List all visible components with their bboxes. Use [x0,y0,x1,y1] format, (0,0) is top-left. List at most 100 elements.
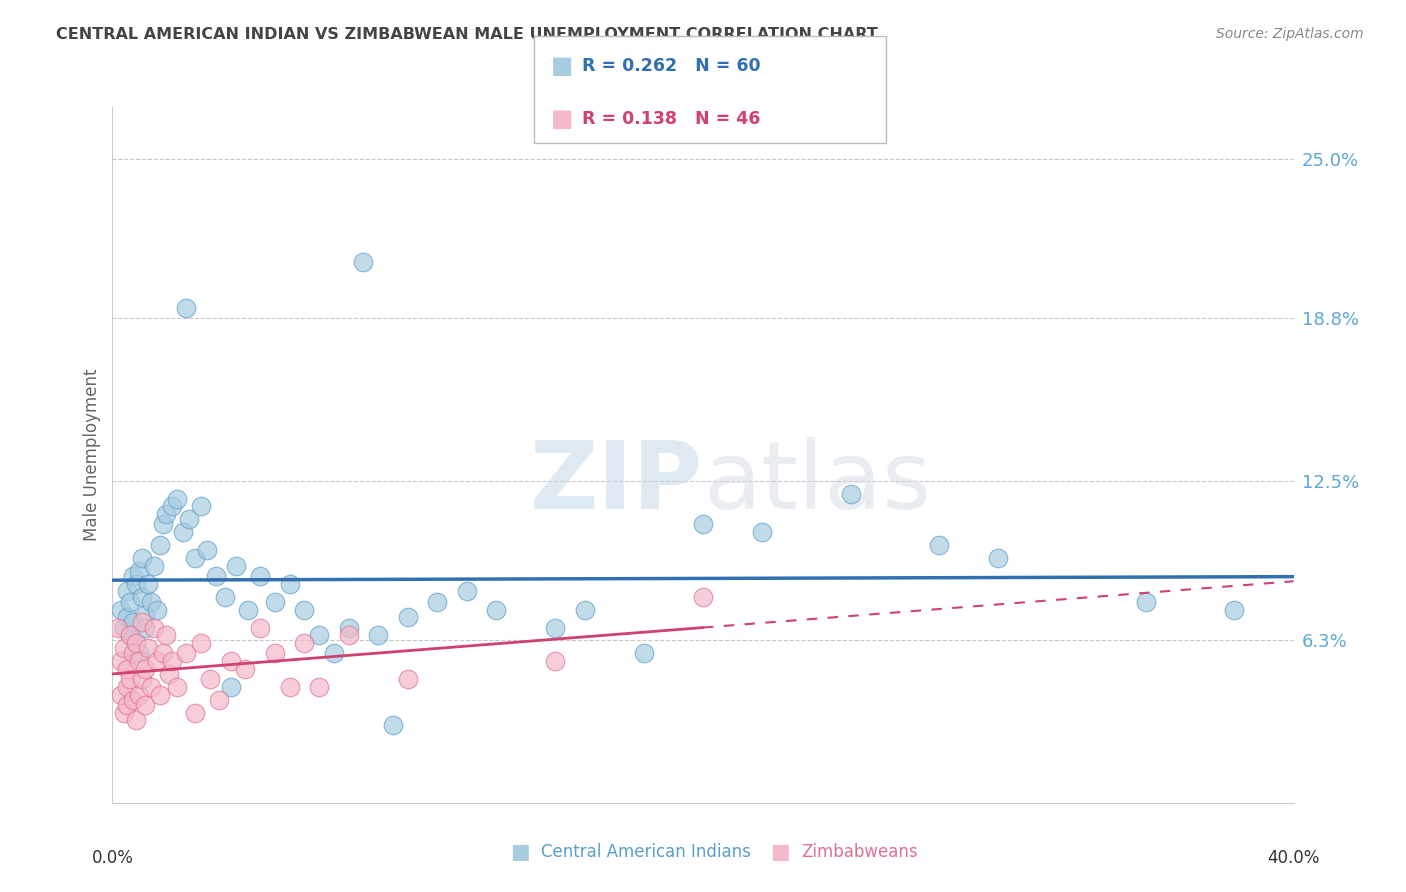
Point [134,662,156,676]
Point [839,486,862,500]
Text: R = 0.138   N = 46: R = 0.138 N = 46 [582,111,761,128]
Point [323,646,346,660]
Point [117,584,138,599]
Point [278,680,301,694]
Point [136,576,159,591]
Point [238,602,260,616]
Point [184,706,207,720]
Point [633,646,655,660]
Point [367,628,389,642]
Point [233,662,256,676]
Point [139,680,162,694]
Point [190,500,212,514]
Point [190,636,212,650]
Point [125,714,148,728]
Point [117,610,138,624]
Point [117,680,138,694]
Point [149,538,172,552]
Point [139,595,162,609]
Text: ■: ■ [770,842,790,862]
Point [278,576,301,591]
Point [120,672,142,686]
Point [122,569,145,583]
Text: 40.0%: 40.0% [1267,849,1320,867]
Point [136,641,159,656]
Point [134,698,156,712]
Text: ■: ■ [551,54,574,78]
Point [308,680,330,694]
Point [125,636,148,650]
Point [117,698,138,712]
Text: atlas: atlas [703,437,931,529]
Point [125,636,148,650]
Text: ZIP: ZIP [530,437,703,529]
Point [225,558,247,573]
Text: ■: ■ [510,842,530,862]
Point [120,595,142,609]
Point [160,654,183,668]
Point [264,595,287,609]
Point [214,590,236,604]
Point [152,517,174,532]
Point [131,615,153,630]
Point [208,692,231,706]
Point [134,607,156,622]
Point [112,641,135,656]
Point [219,654,242,668]
Point [112,621,135,635]
Point [574,602,596,616]
Point [174,301,197,315]
Point [155,628,177,642]
Point [120,628,142,642]
Point [142,558,165,573]
Point [544,654,567,668]
Point [751,525,773,540]
Y-axis label: Male Unemployment: Male Unemployment [83,368,101,541]
Point [292,602,315,616]
Point [172,525,194,540]
Point [184,551,207,566]
Point [544,621,567,635]
Point [110,602,132,616]
Point [107,621,129,635]
Point [131,551,153,566]
Point [1223,602,1246,616]
Text: R = 0.262   N = 60: R = 0.262 N = 60 [582,57,761,75]
Point [146,602,169,616]
Point [166,491,188,506]
Point [128,654,150,668]
Point [131,672,153,686]
Point [382,718,405,732]
Point [426,595,449,609]
Point [292,636,315,650]
Point [128,564,150,578]
Point [205,569,228,583]
Point [219,680,242,694]
Point [692,590,714,604]
Point [146,654,169,668]
Point [120,628,142,642]
Point [128,646,150,660]
Text: Central American Indians: Central American Indians [541,843,751,861]
Point [692,517,714,532]
Point [264,646,287,660]
Point [456,584,478,599]
Point [125,576,148,591]
Point [160,500,183,514]
Text: Zimbabweans: Zimbabweans [801,843,918,861]
Point [179,512,201,526]
Point [122,646,145,660]
Point [117,662,138,676]
Point [249,621,271,635]
Point [122,615,145,630]
Point [308,628,330,642]
Text: ■: ■ [551,107,574,131]
Point [337,628,360,642]
Point [134,621,156,635]
Text: Source: ZipAtlas.com: Source: ZipAtlas.com [1216,27,1364,41]
Point [112,706,135,720]
Point [195,543,218,558]
Text: CENTRAL AMERICAN INDIAN VS ZIMBABWEAN MALE UNEMPLOYMENT CORRELATION CHART: CENTRAL AMERICAN INDIAN VS ZIMBABWEAN MA… [56,27,877,42]
Point [174,646,197,660]
Point [337,621,360,635]
